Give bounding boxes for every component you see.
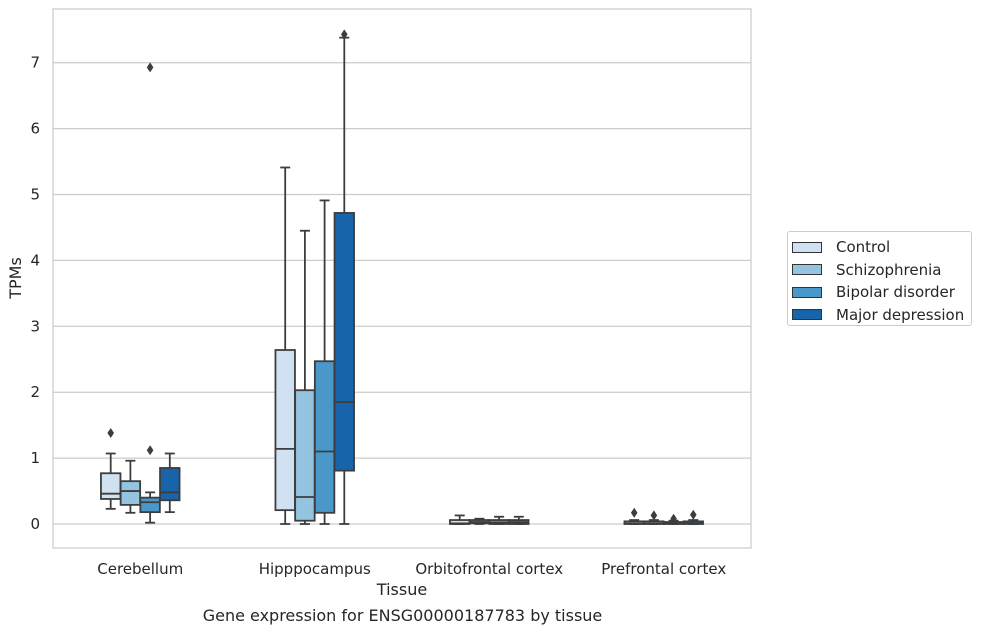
outlier-point: [690, 509, 697, 520]
box-body: [313, 360, 336, 514]
legend-item: Major depression: [792, 304, 971, 327]
y-tick-label: 5: [30, 186, 40, 204]
outlier-point: [341, 29, 348, 40]
box-body: [159, 467, 181, 502]
box-major-depression: [159, 452, 181, 514]
box-control: [449, 514, 471, 525]
legend-label: Major depression: [836, 305, 965, 324]
outlier-point: [650, 510, 658, 521]
y-tick-label: 0: [30, 515, 40, 533]
x-tick-label: Prefrontal cortex: [601, 560, 726, 578]
y-tick-label: 3: [30, 317, 40, 335]
outlier-point: [146, 62, 154, 73]
box-body: [119, 480, 142, 506]
x-axis-label: Tissue: [376, 580, 427, 599]
box-groups: [100, 29, 704, 525]
y-axis-label: TPMs: [6, 257, 25, 300]
box-schizophrenia: [643, 510, 665, 525]
box-body: [333, 212, 355, 472]
figure-caption: Gene expression for ENSG00000187783 by t…: [202, 606, 603, 625]
box-bipolar-disorder: [662, 513, 685, 525]
legend-item: Control: [792, 236, 971, 259]
outlier-point: [146, 445, 154, 456]
box-schizophrenia: [294, 229, 316, 525]
x-tick-label: Hipppocampus: [259, 560, 371, 578]
box-bipolar-disorder: [313, 199, 336, 525]
y-axis-ticks: 0 1 2 3 4 5 6 7: [30, 54, 40, 533]
box-bipolar-disorder: [488, 515, 510, 525]
box-bipolar-disorder: [139, 62, 161, 524]
legend-label: Control: [836, 238, 891, 257]
outlier-point: [630, 507, 638, 518]
legend-item: Schizophrenia: [792, 259, 971, 282]
box-body: [274, 349, 296, 512]
box-major-depression: [508, 515, 530, 525]
plot-area: [52, 8, 752, 549]
y-tick-label: 7: [30, 54, 40, 72]
x-tick-label: Cerebellum: [97, 560, 183, 578]
y-tick-label: 4: [30, 251, 40, 269]
legend-swatch: [792, 309, 822, 321]
legend-swatch: [792, 286, 822, 298]
box-body: [294, 389, 316, 522]
x-tick-label: Orbitofrontal cortex: [415, 560, 563, 578]
legend: Control Schizophrenia Bipolar disorder Majo…: [787, 231, 972, 326]
box-body: [100, 472, 122, 500]
box-body: [139, 496, 161, 514]
outlier-point: [670, 513, 677, 524]
box-major-depression: [682, 509, 704, 525]
outlier-point: [107, 428, 114, 439]
box-control: [623, 507, 645, 525]
y-tick-label: 6: [30, 120, 40, 138]
box-control: [274, 166, 296, 525]
legend-label: Bipolar disorder: [836, 283, 955, 302]
legend-swatch: [792, 241, 822, 253]
legend-item: Bipolar disorder: [792, 281, 971, 304]
y-tick-label: 2: [30, 383, 40, 401]
box-major-depression: [333, 29, 355, 525]
box-control: [100, 428, 122, 510]
grid-lines: [53, 62, 751, 525]
y-tick-label: 1: [30, 449, 40, 467]
legend-label: Schizophrenia: [836, 260, 942, 279]
box-schizophrenia: [468, 517, 491, 525]
x-axis-ticks: Cerebellum Hipppocampus Orbitofrontal cort…: [97, 560, 726, 578]
legend-swatch: [792, 264, 822, 276]
box-schizophrenia: [119, 459, 142, 514]
